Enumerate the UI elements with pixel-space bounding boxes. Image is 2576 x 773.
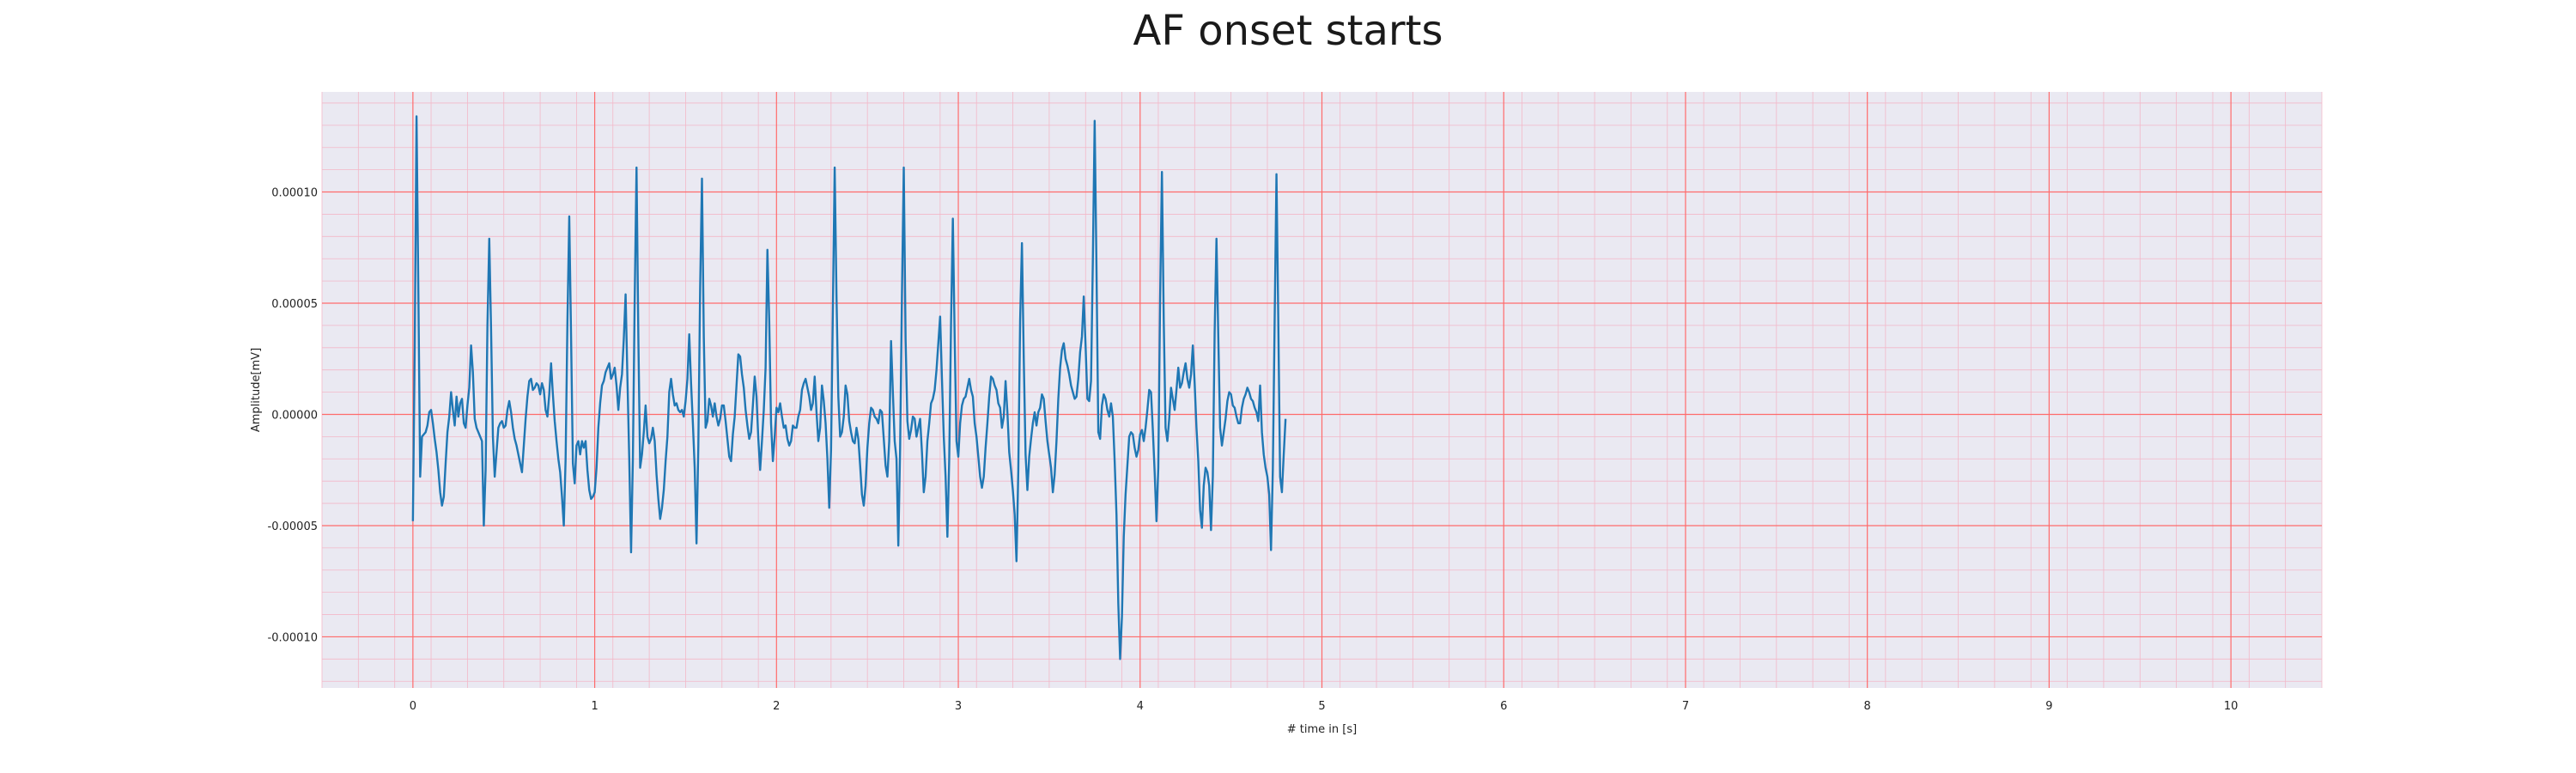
chart-title: AF onset starts xyxy=(1133,7,1443,55)
x-tick-label: 9 xyxy=(2045,700,2052,713)
x-tick-label: 2 xyxy=(773,700,780,713)
y-tick-label: 0.00000 xyxy=(271,409,318,422)
y-tick-label: -0.00010 xyxy=(268,631,318,644)
y-tick-label: -0.00005 xyxy=(268,520,318,533)
x-tick-label: 0 xyxy=(410,700,416,713)
x-tick-label: 1 xyxy=(591,700,598,713)
y-tick-label: 0.00005 xyxy=(271,298,318,311)
y-axis: 0.00010 0.00005 0.00000 -0.00005 -0.00010 xyxy=(268,187,318,645)
series-layer xyxy=(411,115,1287,660)
x-tick-label: 6 xyxy=(1500,700,1507,713)
x-tick-label: 5 xyxy=(1318,700,1325,713)
y-tick-label: 0.00010 xyxy=(271,187,318,200)
x-axis-label: # time in [s] xyxy=(1287,723,1357,736)
major-grid xyxy=(322,92,2322,688)
x-tick-label: 10 xyxy=(2224,700,2239,713)
x-tick-label: 8 xyxy=(1864,700,1871,713)
x-tick-label: 3 xyxy=(955,700,962,713)
y-axis-label: Amplitude[mV] xyxy=(250,348,263,432)
x-tick-label: 7 xyxy=(1682,700,1689,713)
x-axis: 0 1 2 3 4 5 6 7 8 9 10 xyxy=(410,700,2239,713)
series-line-0 xyxy=(411,115,1287,660)
x-tick-label: 4 xyxy=(1137,700,1144,713)
